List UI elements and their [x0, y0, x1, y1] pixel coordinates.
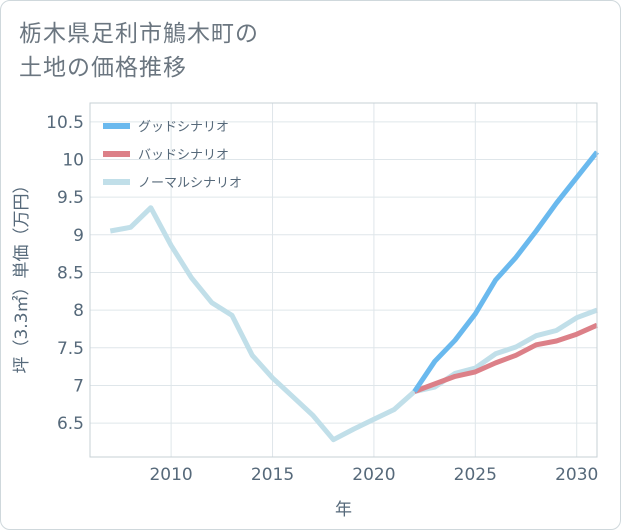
x-tick-label: 2020: [352, 465, 395, 485]
x-tick-label: 2015: [251, 465, 294, 485]
chart-title-line-2: 土地の価格推移: [19, 55, 187, 81]
series-line-0: [412, 150, 599, 393]
chart-title: 栃木県足利市鵤木町の 土地の価格推移: [19, 17, 439, 85]
y-tick-label: 6.5: [57, 414, 84, 434]
chart-title-line-1: 栃木県足利市鵤木町の: [19, 21, 259, 47]
x-tick-labels: 2010 2015 2020 2025 2030: [149, 465, 598, 485]
y-tick-label: 9.5: [57, 188, 84, 208]
y-tick-label: 7.5: [57, 339, 84, 359]
y-axis-title: 坪（3.3㎡）単価（万円）: [12, 176, 32, 373]
x-tick-label: 2010: [149, 465, 192, 485]
legend-label: バッドシナリオ: [138, 148, 229, 163]
y-tick-labels: 6.5 7 7.5 8 8.5 9 9.5 10 10.5: [46, 113, 84, 434]
legend-label: ノーマルシナリオ: [138, 176, 242, 191]
x-axis-title: 年: [335, 500, 352, 520]
plot-frame: [89, 102, 598, 458]
y-tick-label: 8.5: [57, 263, 84, 283]
y-tick-label: 7: [73, 376, 84, 396]
legend-label: グッドシナリオ: [138, 120, 229, 135]
series-line-2: [109, 205, 598, 443]
y-tick-label: 10.5: [46, 113, 84, 133]
y-tick-label: 9: [73, 226, 84, 246]
x-tick-label: 2030: [555, 465, 598, 485]
series-lines: [109, 150, 599, 443]
series-line-1: [413, 322, 599, 394]
y-tick-label: 8: [73, 301, 84, 321]
x-tick-label: 2025: [454, 465, 497, 485]
y-tick-label: 10: [62, 150, 84, 170]
